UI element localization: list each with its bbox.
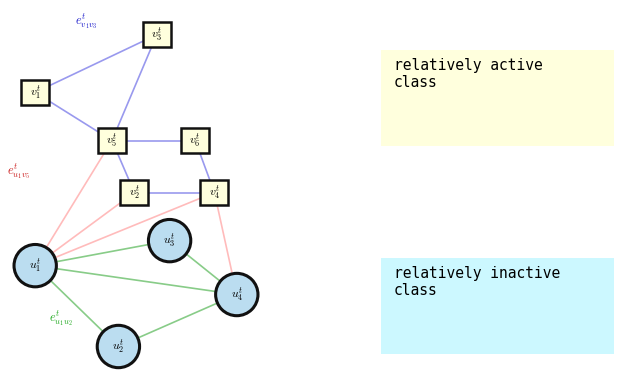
FancyBboxPatch shape	[143, 22, 171, 47]
Ellipse shape	[14, 244, 56, 287]
Text: relatively active
class: relatively active class	[394, 58, 542, 90]
Text: relatively inactive
class: relatively inactive class	[394, 266, 560, 298]
FancyBboxPatch shape	[98, 128, 126, 153]
Text: $v_6^t$: $v_6^t$	[189, 131, 201, 150]
FancyBboxPatch shape	[120, 180, 148, 205]
Ellipse shape	[216, 273, 258, 316]
FancyBboxPatch shape	[200, 180, 228, 205]
Text: $u_1^t$: $u_1^t$	[29, 256, 42, 275]
Text: $u_3^t$: $u_3^t$	[163, 231, 176, 250]
Text: $u_2^t$: $u_2^t$	[112, 337, 125, 356]
FancyBboxPatch shape	[181, 128, 209, 153]
Text: $v_4^t$: $v_4^t$	[209, 183, 220, 202]
Ellipse shape	[148, 219, 191, 262]
Text: $v_3^t$: $v_3^t$	[151, 25, 163, 44]
Text: $e_{u_1 u_2}^t$: $e_{u_1 u_2}^t$	[49, 308, 73, 328]
Ellipse shape	[97, 325, 140, 368]
Text: $v_2^t$: $v_2^t$	[129, 183, 140, 202]
Text: $e_{v_1 v_3}^t$: $e_{v_1 v_3}^t$	[75, 11, 98, 31]
Text: $u_4^t$: $u_4^t$	[230, 285, 243, 304]
Text: $v_5^t$: $v_5^t$	[106, 131, 118, 150]
FancyBboxPatch shape	[381, 50, 614, 146]
FancyBboxPatch shape	[381, 258, 614, 354]
Text: $e_{u_1 v_5}^t$: $e_{u_1 v_5}^t$	[8, 161, 31, 181]
Text: $v_1^t$: $v_1^t$	[29, 83, 41, 102]
FancyBboxPatch shape	[21, 80, 49, 105]
